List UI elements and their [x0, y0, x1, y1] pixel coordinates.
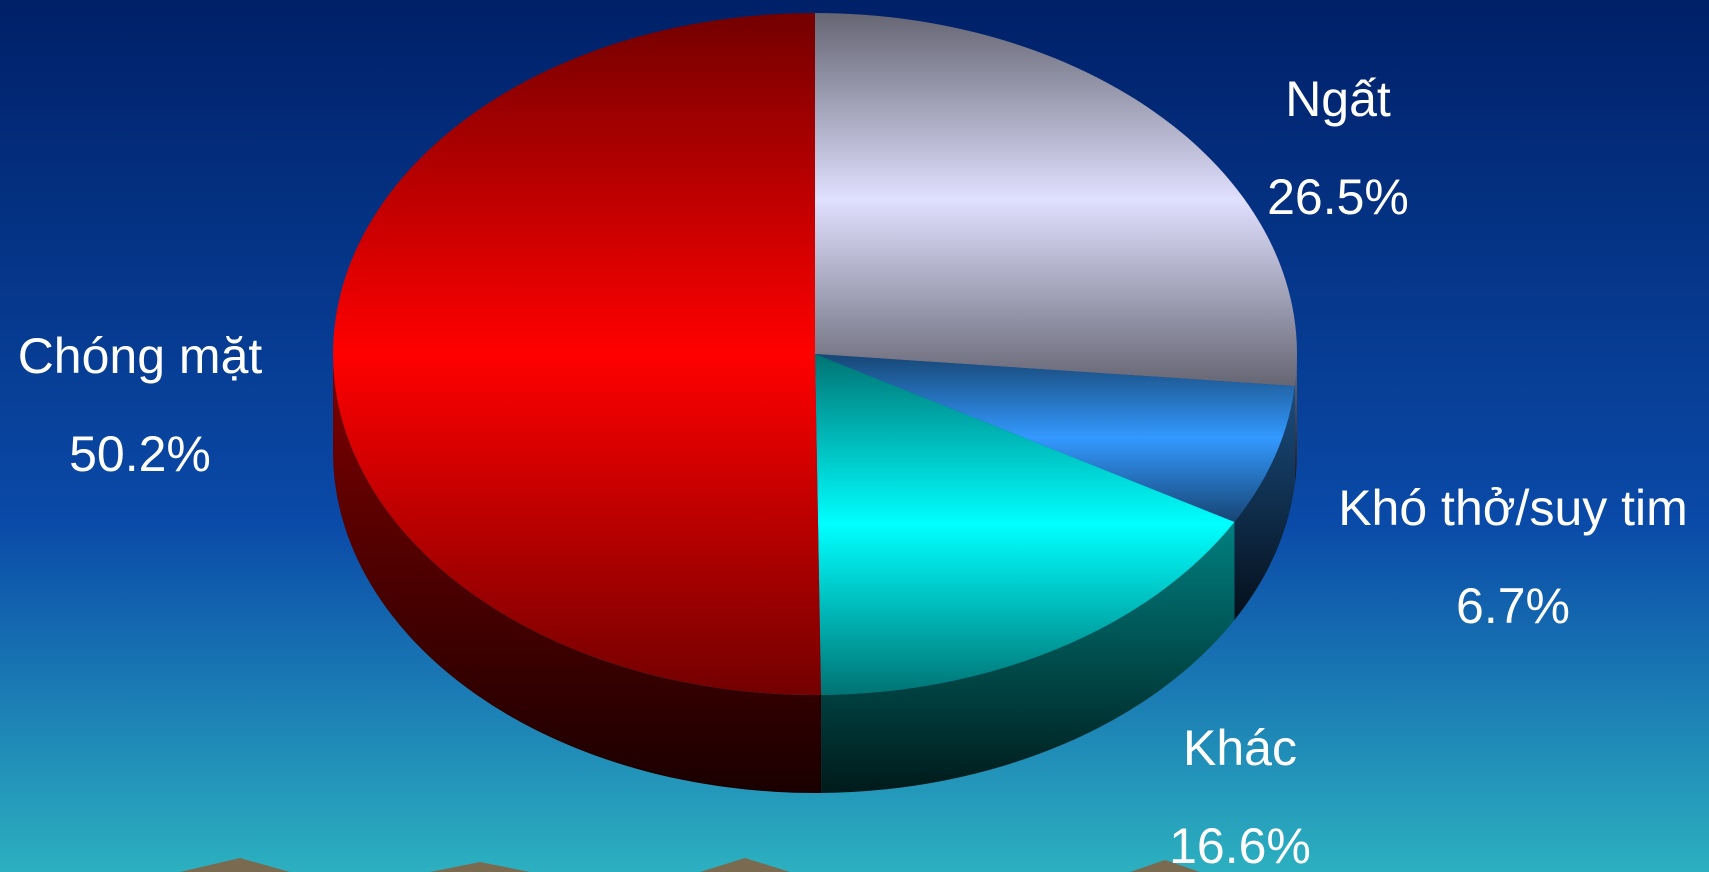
pie-slice — [815, 354, 1235, 695]
pie — [333, 13, 1297, 793]
category-label: Khó thở/suy tim — [1338, 480, 1688, 536]
pie-slice — [815, 354, 1295, 523]
category-label: Chóng mặt — [18, 328, 263, 384]
value-label: 16.6% — [1169, 818, 1311, 872]
pie-side — [1234, 386, 1295, 621]
value-label: 50.2% — [69, 426, 211, 482]
category-label: Ngất — [1285, 71, 1391, 127]
pie-side — [1294, 354, 1297, 485]
value-label: 6.7% — [1456, 578, 1570, 634]
category-label: Khác — [1183, 720, 1297, 776]
pie-slice — [333, 13, 822, 695]
mountains — [180, 858, 1200, 872]
pie-side — [333, 354, 822, 793]
value-label: 26.5% — [1267, 169, 1409, 225]
pie-slice — [815, 13, 1297, 387]
pie-side — [821, 522, 1235, 793]
labels: Ngất 26.5% Khó thở/suy tim 6.7% Khác 16.6% Chó… — [18, 71, 1688, 872]
